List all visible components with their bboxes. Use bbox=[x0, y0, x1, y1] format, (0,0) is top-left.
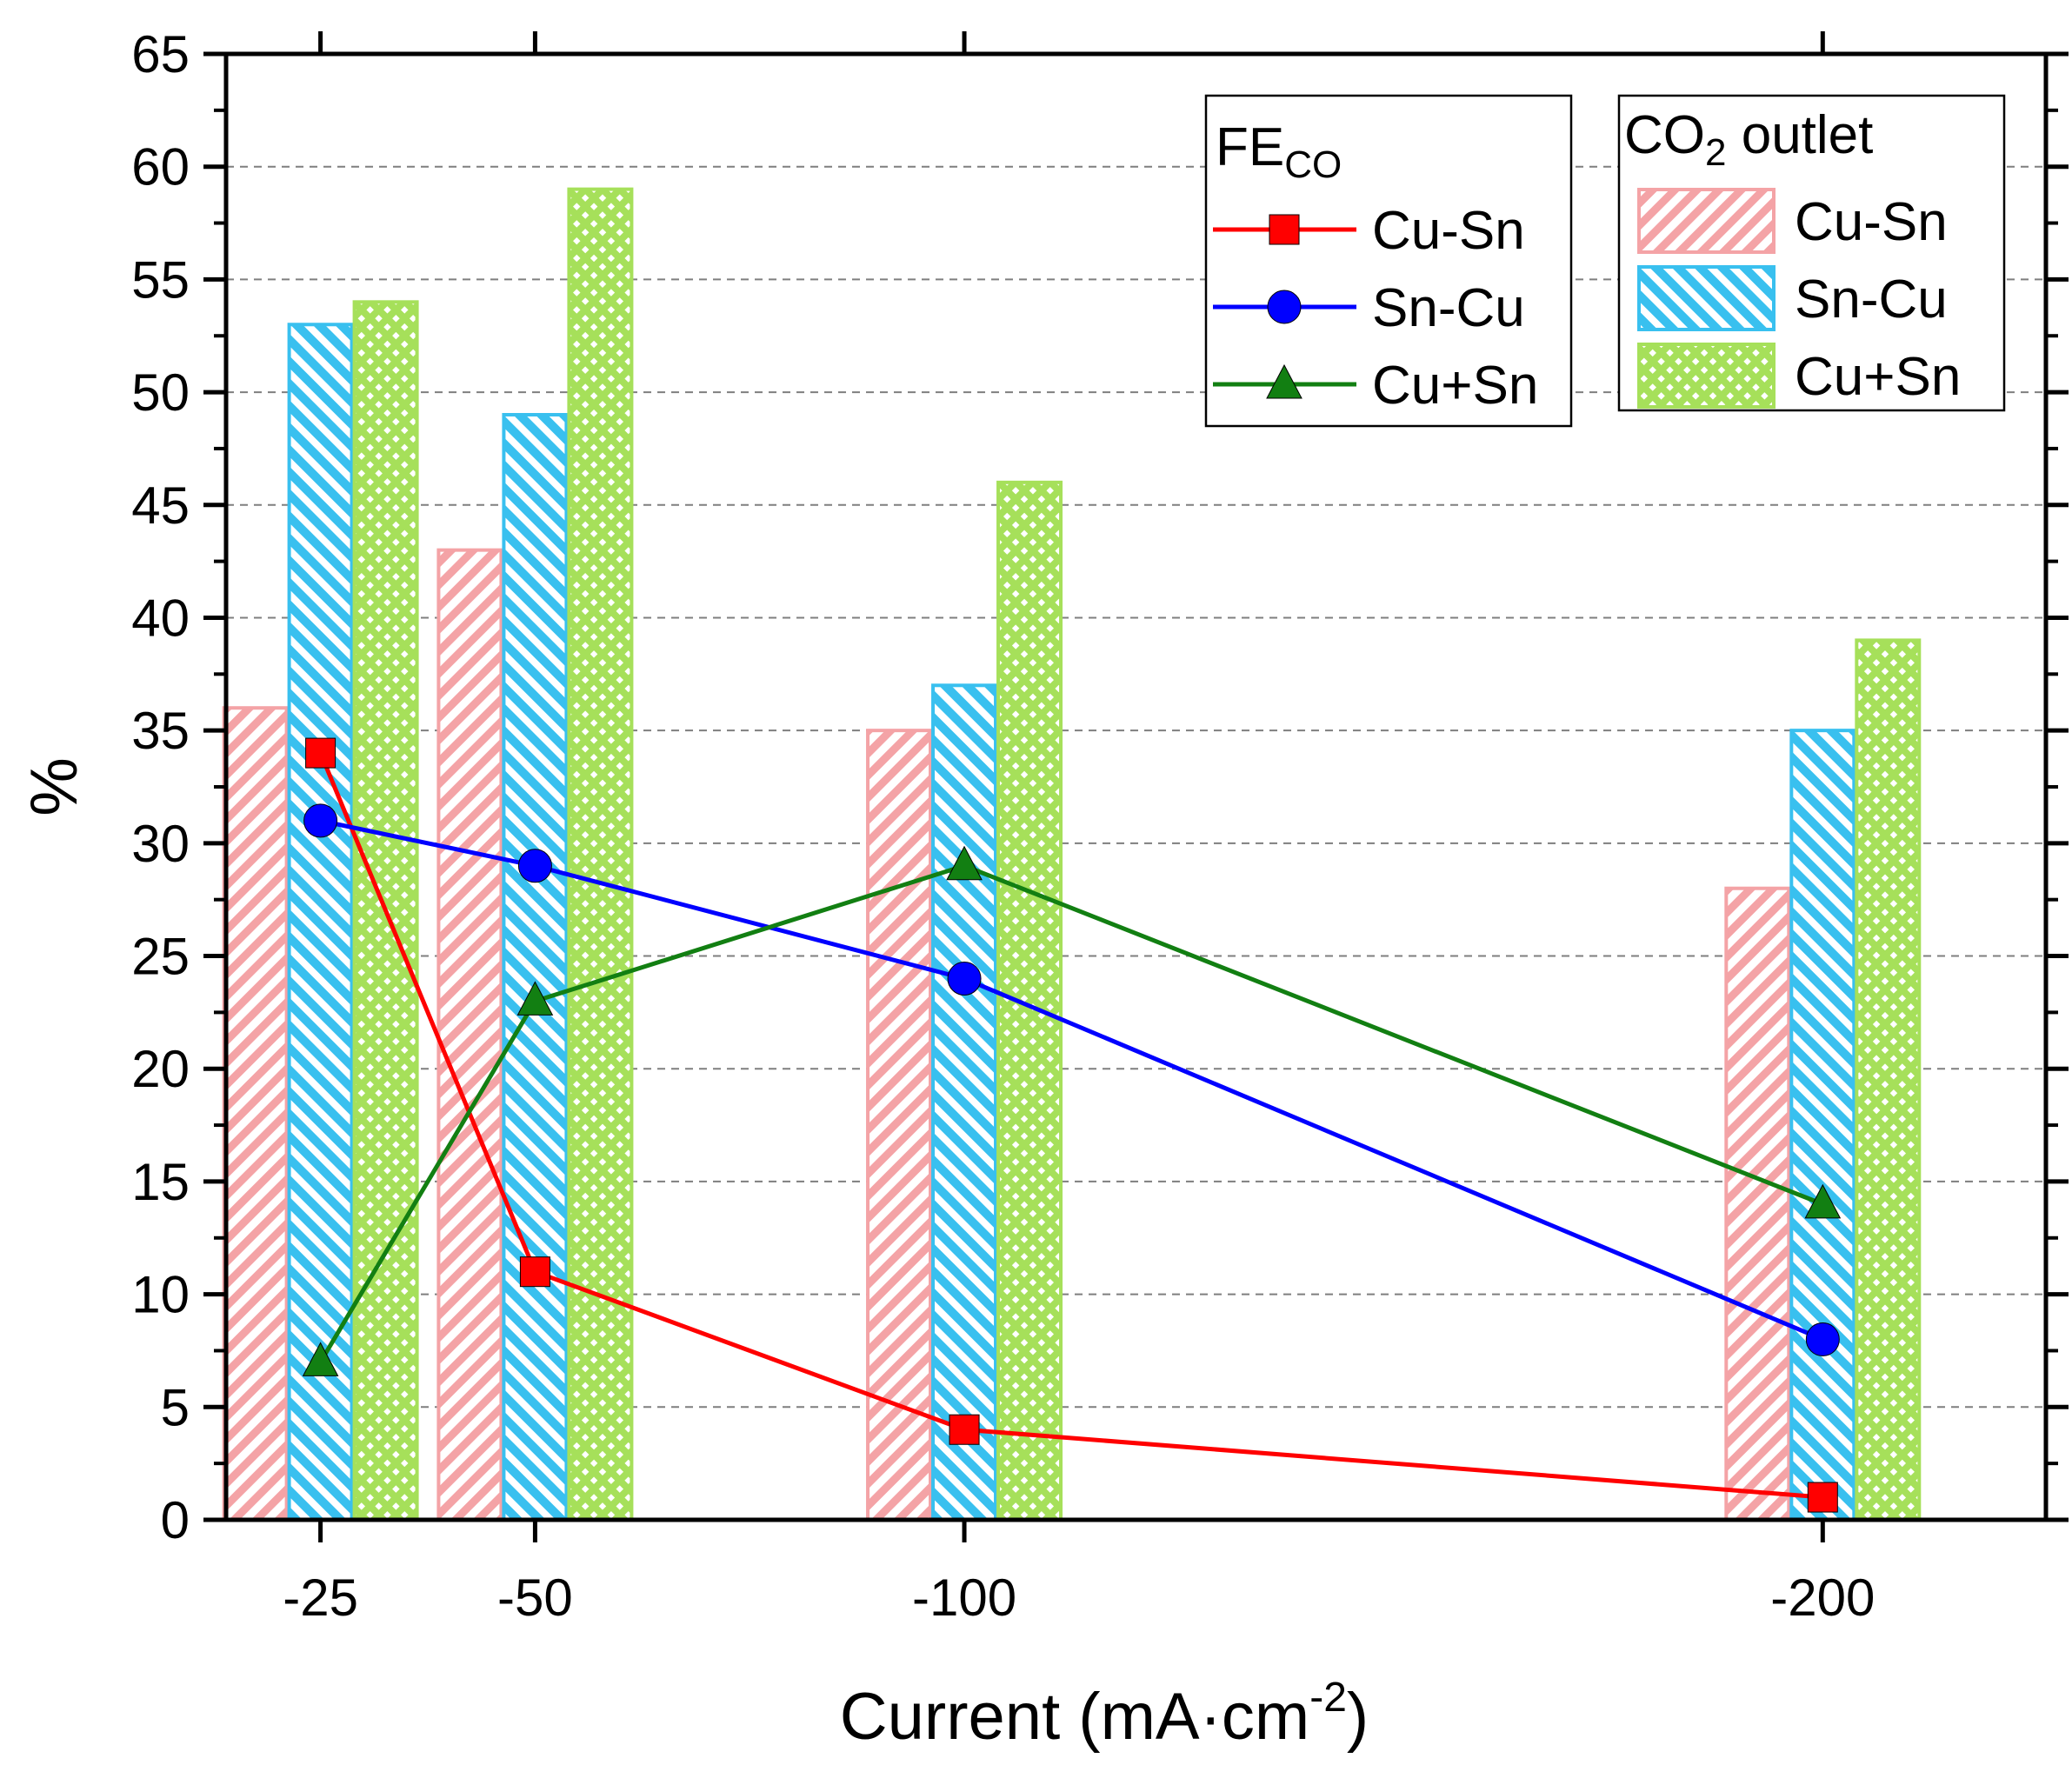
legend-co2-outlet: CO2 outlet Cu-Sn Sn-Cu Cu+Sn bbox=[1617, 94, 2006, 412]
series-line bbox=[318, 752, 1823, 1500]
marker bbox=[302, 1342, 339, 1376]
marker bbox=[519, 1256, 550, 1288]
line-series bbox=[302, 737, 1842, 1513]
bar bbox=[866, 729, 933, 1522]
bar bbox=[1855, 638, 1922, 1522]
legend-bar-label: Cu+Sn bbox=[1795, 347, 1961, 407]
legend-bar-swatch bbox=[1637, 188, 1776, 254]
y-tick-label: 60 bbox=[131, 138, 190, 196]
y-axis-title: % bbox=[17, 757, 91, 816]
y-tick-label: 40 bbox=[131, 589, 190, 647]
y-tick-label: 5 bbox=[161, 1378, 190, 1436]
bar bbox=[502, 413, 569, 1522]
x-tick-label: -100 bbox=[912, 1569, 1016, 1627]
x-tick-label: -200 bbox=[1770, 1569, 1875, 1627]
bar bbox=[287, 323, 354, 1522]
marker bbox=[1267, 290, 1302, 324]
y-tick-label: 20 bbox=[131, 1040, 190, 1098]
bar bbox=[996, 480, 1063, 1522]
y-tick-label: 30 bbox=[131, 815, 190, 873]
legend-line-label: Cu-Sn bbox=[1372, 201, 1525, 261]
bar bbox=[1789, 729, 1856, 1522]
y-tick-label: 25 bbox=[131, 928, 190, 986]
bar bbox=[567, 187, 634, 1522]
y-tick-label: 10 bbox=[131, 1266, 190, 1324]
y-tick-label: 55 bbox=[131, 250, 190, 309]
legend-co2-title: CO2 outlet bbox=[1624, 105, 1873, 174]
bar bbox=[436, 548, 503, 1522]
marker bbox=[305, 737, 336, 769]
marker bbox=[1804, 1183, 1842, 1219]
legend-bar-label: Cu-Sn bbox=[1795, 192, 1948, 252]
x-axis-title: Current (mA·cm-2) bbox=[840, 1675, 1369, 1754]
legend-bar-swatch bbox=[1637, 265, 1776, 331]
legend-bar-swatch bbox=[1637, 343, 1776, 409]
marker bbox=[1266, 363, 1302, 399]
marker bbox=[516, 981, 554, 1016]
legend-bar-label: Sn-Cu bbox=[1795, 270, 1948, 330]
y-tick-label: 35 bbox=[131, 702, 190, 760]
marker bbox=[949, 1414, 980, 1445]
legend-feco: FECO Cu-Sn Sn-Cu Cu+Sn bbox=[1204, 94, 1573, 428]
marker bbox=[517, 849, 552, 883]
y-tick-label: 0 bbox=[161, 1491, 190, 1549]
series-line bbox=[320, 818, 1824, 1342]
legend-feco-frame bbox=[1204, 94, 1573, 428]
y-tick-label: 65 bbox=[131, 25, 190, 83]
y-tick-label: 45 bbox=[131, 476, 190, 535]
legend-feco-title: FECO bbox=[1216, 117, 1342, 186]
marker bbox=[1269, 214, 1300, 245]
series-line bbox=[318, 863, 1824, 1363]
legend-line-label: Sn-Cu bbox=[1372, 278, 1525, 338]
bar-series bbox=[222, 187, 1922, 1522]
y-tick-label: 50 bbox=[131, 363, 190, 422]
marker bbox=[1807, 1482, 1838, 1513]
bar bbox=[222, 706, 289, 1522]
axis-ticks: 0 5 10 15 20 25 30 35 40 45 50 55 60 65 -25 -50 -100 -200 bbox=[131, 25, 2069, 1627]
y-tick-label: 15 bbox=[131, 1153, 190, 1211]
marker bbox=[1805, 1322, 1840, 1356]
bar bbox=[931, 683, 998, 1522]
bar bbox=[1724, 886, 1791, 1522]
x-tick-label: -50 bbox=[497, 1569, 573, 1627]
x-tick-label: -25 bbox=[283, 1569, 358, 1627]
legend-line-label: Cu+Sn bbox=[1372, 356, 1538, 416]
marker bbox=[303, 803, 338, 838]
marker bbox=[946, 845, 983, 881]
marker bbox=[947, 961, 982, 996]
